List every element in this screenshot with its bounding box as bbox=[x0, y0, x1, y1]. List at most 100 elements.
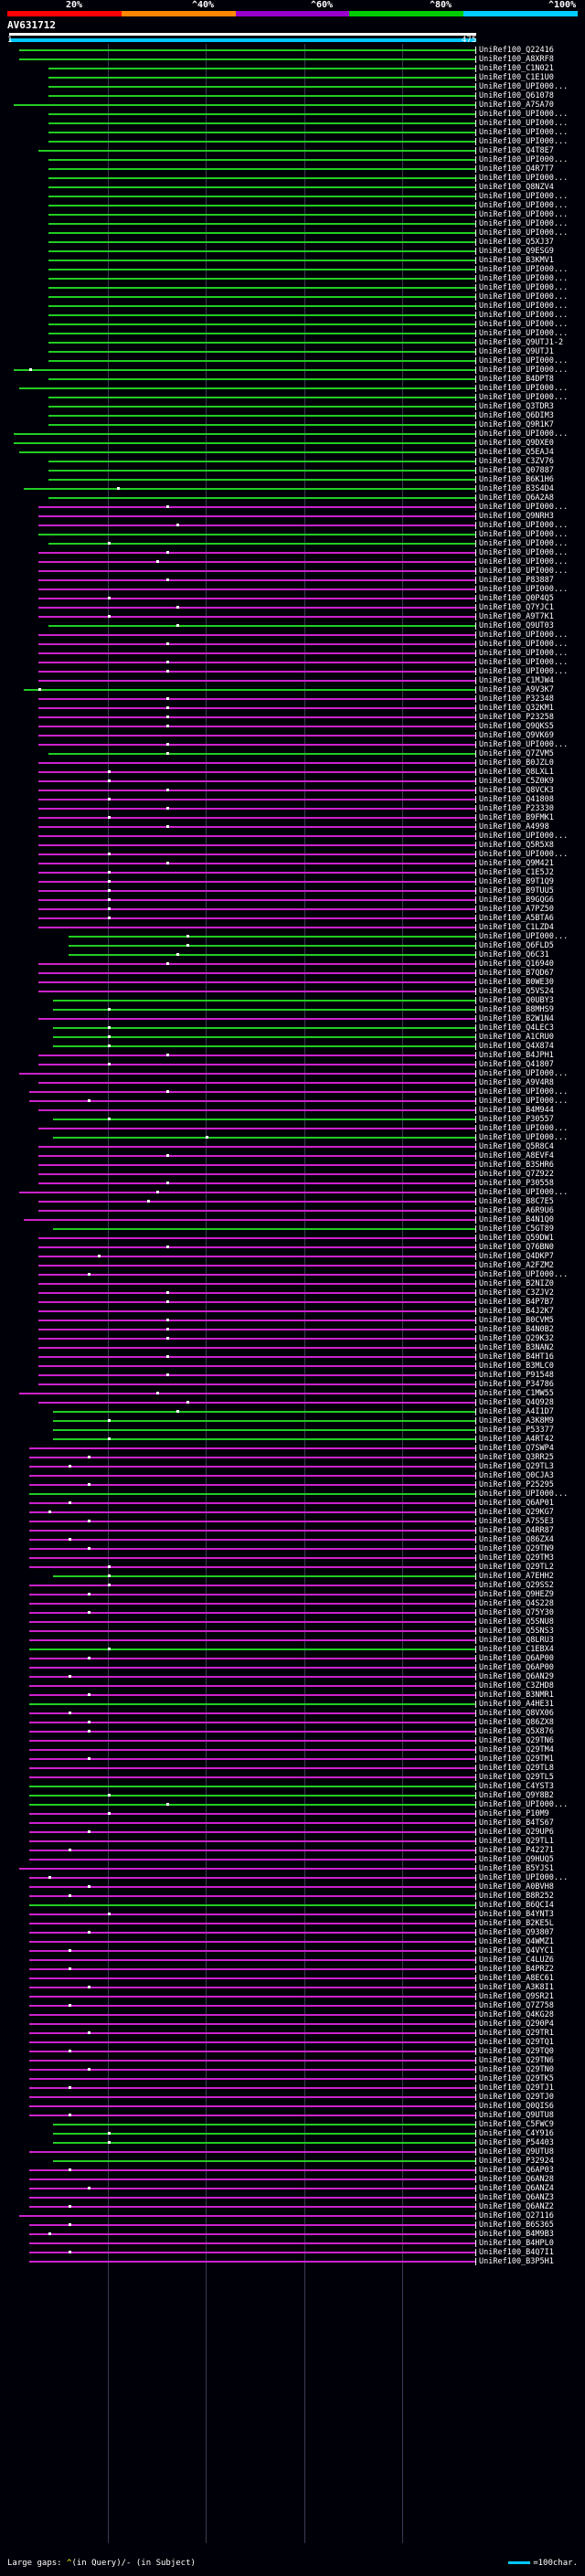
hit-row[interactable]: UniRef100_Q4X874 bbox=[0, 1042, 585, 1051]
hit-row[interactable]: UniRef100_B9T1Q9 bbox=[0, 877, 585, 886]
hit-row[interactable]: UniRef100_B9GQG6 bbox=[0, 896, 585, 905]
hit-label[interactable]: UniRef100_Q9UT03 bbox=[479, 621, 554, 631]
hit-label[interactable]: UniRef100_Q29TJ1 bbox=[479, 2083, 554, 2093]
hit-label[interactable]: UniRef100_Q29TR1 bbox=[479, 2029, 554, 2038]
hit-row[interactable]: UniRef100_UPI000... bbox=[0, 393, 585, 402]
hit-row[interactable]: UniRef100_UPI000... bbox=[0, 557, 585, 567]
hit-row[interactable]: UniRef100_Q9R1K7 bbox=[0, 420, 585, 429]
hit-label[interactable]: UniRef100_UPI000... bbox=[479, 110, 569, 119]
hit-label[interactable]: UniRef100_B4J2K7 bbox=[479, 1307, 554, 1316]
hit-label[interactable]: UniRef100_C4LUZ6 bbox=[479, 1956, 554, 1965]
hit-row[interactable]: UniRef100_Q8LRU3 bbox=[0, 1636, 585, 1645]
hit-row[interactable]: UniRef100_P10M9 bbox=[0, 1809, 585, 1818]
hit-row[interactable]: UniRef100_Q0CJA3 bbox=[0, 1471, 585, 1480]
hit-row[interactable]: UniRef100_Q290P4 bbox=[0, 2019, 585, 2029]
hit-row[interactable]: UniRef100_Q0QIS6 bbox=[0, 2102, 585, 2111]
hit-row[interactable]: UniRef100_UPI000... bbox=[0, 1489, 585, 1499]
hit-label[interactable]: UniRef100_Q6AP03 bbox=[479, 2166, 554, 2175]
hit-row[interactable]: UniRef100_P23258 bbox=[0, 713, 585, 722]
hit-row[interactable]: UniRef100_Q29TK5 bbox=[0, 2074, 585, 2083]
hit-row[interactable]: UniRef100_P30557 bbox=[0, 1115, 585, 1124]
hit-row[interactable]: UniRef100_C3ZV76 bbox=[0, 457, 585, 466]
hit-row[interactable]: UniRef100_C1LZD4 bbox=[0, 923, 585, 932]
hit-label[interactable]: UniRef100_Q93807 bbox=[479, 1928, 554, 1937]
hit-row[interactable]: UniRef100_UPI000... bbox=[0, 530, 585, 539]
hit-label[interactable]: UniRef100_Q6C31 bbox=[479, 950, 549, 959]
hit-row[interactable]: UniRef100_UPI000... bbox=[0, 1124, 585, 1133]
hit-label[interactable]: UniRef100_B9FMK1 bbox=[479, 813, 554, 822]
hit-row[interactable]: UniRef100_B3NMR1 bbox=[0, 1691, 585, 1700]
hit-row[interactable]: UniRef100_Q6AP00 bbox=[0, 1663, 585, 1672]
hit-label[interactable]: UniRef100_Q8LRU3 bbox=[479, 1636, 554, 1645]
hit-label[interactable]: UniRef100_UPI000... bbox=[479, 832, 569, 841]
hit-row[interactable]: UniRef100_Q4T8E7 bbox=[0, 146, 585, 155]
hit-row[interactable]: UniRef100_Q59DW1 bbox=[0, 1234, 585, 1243]
hit-label[interactable]: UniRef100_B6QCI4 bbox=[479, 1901, 554, 1910]
hit-label[interactable]: UniRef100_UPI000... bbox=[479, 640, 569, 649]
hit-row[interactable]: UniRef100_Q7ZVM5 bbox=[0, 749, 585, 758]
hit-label[interactable]: UniRef100_UPI000... bbox=[479, 1133, 569, 1142]
hit-label[interactable]: UniRef100_UPI000... bbox=[479, 393, 569, 402]
hit-label[interactable]: UniRef100_UPI000... bbox=[479, 1087, 569, 1097]
hit-row[interactable]: UniRef100_Q9QKS5 bbox=[0, 722, 585, 731]
hit-label[interactable]: UniRef100_A9V3K7 bbox=[479, 685, 554, 694]
hit-row[interactable]: UniRef100_UPI000... bbox=[0, 1069, 585, 1078]
hit-row[interactable]: UniRef100_UPI000... bbox=[0, 137, 585, 146]
hit-label[interactable]: UniRef100_C5FWC9 bbox=[479, 2120, 554, 2129]
hit-row[interactable]: UniRef100_UPI000... bbox=[0, 832, 585, 841]
hit-row[interactable]: UniRef100_Q9ESG9 bbox=[0, 247, 585, 256]
hit-label[interactable]: UniRef100_UPI000... bbox=[479, 128, 569, 137]
hit-row[interactable]: UniRef100_P42271 bbox=[0, 1846, 585, 1855]
hit-row[interactable]: UniRef100_C1N021 bbox=[0, 64, 585, 73]
hit-label[interactable]: UniRef100_C1E1U0 bbox=[479, 73, 554, 82]
hit-row[interactable]: UniRef100_B4M9B3 bbox=[0, 2230, 585, 2239]
hit-row[interactable]: UniRef100_C4Y916 bbox=[0, 2129, 585, 2138]
hit-row[interactable]: UniRef100_B2W1N4 bbox=[0, 1014, 585, 1023]
hit-row[interactable]: UniRef100_A7EHH2 bbox=[0, 1572, 585, 1581]
hit-row[interactable]: UniRef100_B3P5H1 bbox=[0, 2257, 585, 2266]
hit-row[interactable]: UniRef100_B4Q7I1 bbox=[0, 2248, 585, 2257]
hit-label[interactable]: UniRef100_B2KE5L bbox=[479, 1919, 554, 1928]
hit-row[interactable]: UniRef100_A8EC61 bbox=[0, 1974, 585, 1983]
hit-row[interactable]: UniRef100_UPI000... bbox=[0, 740, 585, 749]
hit-label[interactable]: UniRef100_B3NAN2 bbox=[479, 1343, 554, 1352]
hit-label[interactable]: UniRef100_P23330 bbox=[479, 804, 554, 813]
hit-row[interactable]: UniRef100_B0JZL0 bbox=[0, 758, 585, 768]
hit-row[interactable]: UniRef100_B5YJS1 bbox=[0, 1864, 585, 1873]
hit-row[interactable]: UniRef100_A1CRU0 bbox=[0, 1033, 585, 1042]
hit-row[interactable]: UniRef100_UPI000... bbox=[0, 329, 585, 338]
hit-row[interactable]: UniRef100_P91548 bbox=[0, 1371, 585, 1380]
hit-label[interactable]: UniRef100_Q29TQ1 bbox=[479, 2038, 554, 2047]
hit-label[interactable]: UniRef100_A0BVH8 bbox=[479, 1882, 554, 1892]
hit-row[interactable]: UniRef100_Q5EAJ4 bbox=[0, 448, 585, 457]
hit-label[interactable]: UniRef100_A4RT42 bbox=[479, 1435, 554, 1444]
hit-row[interactable]: UniRef100_C1EBX4 bbox=[0, 1645, 585, 1654]
hit-row[interactable]: UniRef100_UPI000... bbox=[0, 110, 585, 119]
hit-row[interactable]: UniRef100_Q5XJ37 bbox=[0, 238, 585, 247]
hit-label[interactable]: UniRef100_Q3TDR3 bbox=[479, 402, 554, 411]
hit-row[interactable]: UniRef100_Q8LXL1 bbox=[0, 768, 585, 777]
hit-row[interactable]: UniRef100_Q0UBY3 bbox=[0, 996, 585, 1005]
hit-row[interactable]: UniRef100_B3S4D4 bbox=[0, 484, 585, 493]
hit-label[interactable]: UniRef100_B9GQG6 bbox=[479, 896, 554, 905]
hit-row[interactable]: UniRef100_UPI000... bbox=[0, 1097, 585, 1106]
hit-row[interactable]: UniRef100_Q4WMZ1 bbox=[0, 1937, 585, 1946]
hit-label[interactable]: UniRef100_Q29TM4 bbox=[479, 1745, 554, 1754]
hit-row[interactable]: UniRef100_Q6DIM3 bbox=[0, 411, 585, 420]
hit-row[interactable]: UniRef100_B3MLC0 bbox=[0, 1362, 585, 1371]
hit-row[interactable]: UniRef100_UPI000... bbox=[0, 219, 585, 228]
hit-row[interactable]: UniRef100_Q27116 bbox=[0, 2211, 585, 2221]
hit-label[interactable]: UniRef100_B6K1H6 bbox=[479, 475, 554, 484]
hit-label[interactable]: UniRef100_P54403 bbox=[479, 2138, 554, 2147]
hit-row[interactable]: UniRef100_B9FMK1 bbox=[0, 813, 585, 822]
hit-label[interactable]: UniRef100_Q29TM1 bbox=[479, 1754, 554, 1764]
hit-row[interactable]: UniRef100_Q6ANZ3 bbox=[0, 2193, 585, 2202]
hit-label[interactable]: UniRef100_A5BTA6 bbox=[479, 914, 554, 923]
hit-row[interactable]: UniRef100_B4N0B2 bbox=[0, 1325, 585, 1334]
hit-label[interactable]: UniRef100_Q29UP6 bbox=[479, 1828, 554, 1837]
hit-row[interactable]: UniRef100_A9V3K7 bbox=[0, 685, 585, 694]
hit-label[interactable]: UniRef100_B3SHR6 bbox=[479, 1161, 554, 1170]
hit-row[interactable]: UniRef100_Q9HUQ5 bbox=[0, 1855, 585, 1864]
hit-label[interactable]: UniRef100_C4YST3 bbox=[479, 1782, 554, 1791]
hit-label[interactable]: UniRef100_B8R252 bbox=[479, 1892, 554, 1901]
